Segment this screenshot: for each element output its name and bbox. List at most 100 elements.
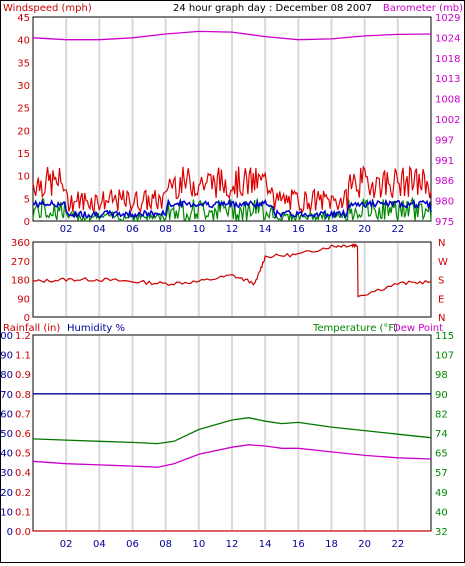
x-tick-label: 16: [292, 539, 305, 550]
windspeed-tick-label: 30: [17, 81, 30, 92]
humidity-tick-label: 30: [1, 468, 13, 479]
x-tick-label: 16: [292, 224, 305, 235]
x-tick-label: 12: [226, 224, 239, 235]
x-tick-label: 20: [358, 539, 371, 550]
humidity-axis-label: Humidity %: [67, 323, 125, 334]
windspeed-tick-label: 5: [24, 194, 30, 205]
rainfall-tick-label: 1.2: [15, 331, 31, 342]
compass-tick-label: N: [438, 313, 445, 324]
windspeed-tick-label: 45: [17, 13, 30, 24]
x-tick-label: 22: [391, 224, 404, 235]
x-tick-label: 22: [391, 539, 404, 550]
rainfall-tick-label: 1.1: [15, 351, 31, 362]
x-tick-label: 20: [358, 224, 371, 235]
temperature-tick-label: 49: [435, 488, 448, 499]
rainfall-tick-label: 0.9: [15, 370, 31, 381]
dewpoint-axis-label: Dew Point: [393, 323, 443, 334]
barometer-tick-label: 1029: [435, 13, 460, 24]
windspeed-tick-label: 35: [17, 58, 30, 69]
rainfall-tick-label: 0.2: [15, 488, 31, 499]
temperature-tick-label: 32: [435, 527, 448, 538]
humidity-tick-label: 0: [7, 527, 13, 538]
humidity-tick-label: 70: [1, 390, 13, 401]
humidity-tick-label: 40: [1, 449, 13, 460]
x-tick-label: 08: [159, 539, 172, 550]
barometer-tick-label: 991: [435, 156, 454, 167]
humidity-tick-label: 100: [1, 331, 13, 342]
x-tick-label: 04: [93, 539, 106, 550]
temperature-tick-label: 65: [435, 449, 448, 460]
wind-direction-line: [32, 242, 432, 298]
humidity-tick-label: 50: [1, 429, 13, 440]
humidity-tick-label: 80: [1, 370, 13, 381]
windspeed-tick-label: 25: [17, 104, 30, 115]
direction-tick-label: 90: [17, 294, 30, 305]
barometer-tick-label: 975: [435, 217, 454, 228]
direction-tick-label: 360: [11, 238, 30, 249]
direction-tick-label: 180: [11, 276, 30, 287]
humidity-tick-label: 10: [1, 507, 13, 518]
dewpoint-line: [32, 444, 432, 468]
humidity-tick-label: 20: [1, 488, 13, 499]
chart-title: 24 hour graph day : December 08 2007: [173, 3, 372, 14]
barometer-line: [32, 30, 432, 41]
temperature-axis-label: Temperature (°F): [312, 323, 398, 334]
windspeed-tick-label: 20: [17, 126, 30, 137]
rainfall-axis-label: Rainfall (in): [3, 323, 60, 334]
barometer-tick-label: 1002: [435, 115, 460, 126]
x-tick-label: 06: [126, 224, 139, 235]
temperature-tick-label: 40: [435, 507, 448, 518]
barometer-tick-label: 1024: [435, 33, 460, 44]
direction-tick-label: 0: [24, 313, 30, 324]
wind-speed-trace: [32, 196, 432, 224]
temperature-tick-label: 74: [435, 429, 448, 440]
compass-tick-label: E: [438, 294, 444, 305]
windspeed-tick-label: 40: [17, 36, 30, 47]
humidity-tick-label: 60: [1, 409, 13, 420]
x-tick-label: 02: [60, 224, 73, 235]
x-tick-label: 02: [60, 539, 73, 550]
temperature-line: [32, 417, 432, 445]
temperature-tick-label: 115: [435, 331, 454, 342]
rainfall-tick-label: 0.5: [15, 449, 31, 460]
temperature-tick-label: 107: [435, 351, 454, 362]
temperature-tick-label: 98: [435, 370, 448, 381]
rainfall-tick-label: 0.7: [15, 409, 31, 420]
barometer-tick-label: 1008: [435, 95, 460, 106]
compass-tick-label: N: [438, 238, 445, 249]
rainfall-tick-label: 0.0: [15, 527, 31, 538]
x-tick-label: 06: [126, 539, 139, 550]
temperature-tick-label: 90: [435, 390, 448, 401]
compass-tick-label: S: [438, 276, 444, 287]
x-tick-label: 18: [325, 224, 338, 235]
windspeed-axis-label: Windspeed (mph): [3, 3, 92, 14]
x-tick-label: 14: [259, 224, 272, 235]
barometer-tick-label: 980: [435, 197, 454, 208]
barometer-axis-label: Barometer (mb): [383, 3, 463, 14]
temperature-tick-label: 57: [435, 468, 448, 479]
barometer-tick-label: 997: [435, 135, 454, 146]
x-tick-label: 14: [259, 539, 272, 550]
wind-gust-trace: [32, 165, 432, 214]
windspeed-tick-label: 15: [17, 149, 30, 160]
barometer-tick-label: 1018: [435, 54, 460, 65]
x-tick-label: 18: [325, 539, 338, 550]
x-tick-label: 04: [93, 224, 106, 235]
barometer-tick-label: 1013: [435, 74, 460, 85]
x-tick-label: 10: [192, 539, 205, 550]
temperature-tick-label: 82: [435, 409, 448, 420]
rainfall-tick-label: 0.4: [15, 468, 31, 479]
windspeed-tick-label: 10: [17, 172, 30, 183]
compass-tick-label: W: [438, 257, 448, 268]
x-tick-label: 12: [226, 539, 239, 550]
humidity-tick-label: 90: [1, 351, 13, 362]
rainfall-tick-label: 0.1: [15, 507, 31, 518]
x-tick-label: 08: [159, 224, 172, 235]
rainfall-tick-label: 0.6: [15, 429, 31, 440]
wind-average-trace: [32, 197, 432, 220]
windspeed-tick-label: 0: [24, 217, 30, 228]
barometer-tick-label: 986: [435, 176, 454, 187]
rainfall-tick-label: 0.8: [15, 390, 31, 401]
